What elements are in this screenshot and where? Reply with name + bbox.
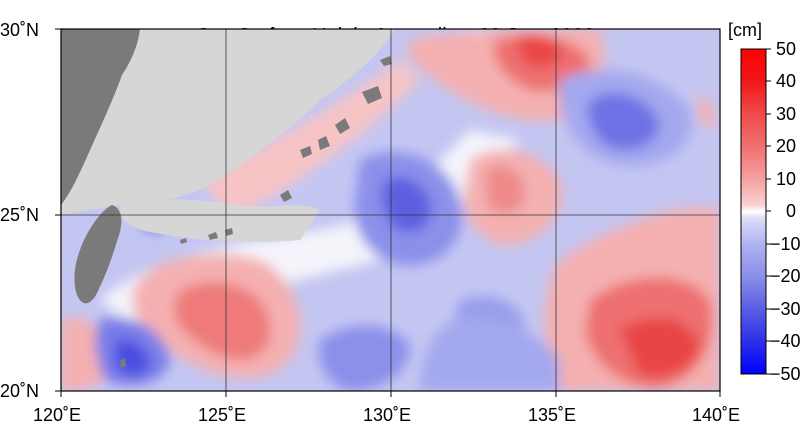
lon-label-135e: 135˚E (528, 405, 577, 425)
colorbar-label: −50 (770, 364, 801, 384)
colorbar-label: 20 (776, 136, 797, 156)
graticule (61, 29, 720, 391)
lat-label-25n: 25˚N (0, 205, 40, 225)
colorbar-label: 50 (776, 39, 797, 59)
map-frame-ticks (55, 28, 721, 397)
lon-label-140e: 140˚E (692, 405, 741, 425)
map-field (61, 29, 720, 391)
ryukyu-islands (120, 56, 392, 368)
colorbar-label: −40 (770, 331, 801, 351)
lon-label-125e: 125˚E (198, 405, 247, 425)
colorbar (740, 48, 771, 375)
anomaly-blobs (61, 29, 720, 391)
colorbar-gradient (740, 48, 767, 375)
lon-label-130e: 130˚E (363, 405, 412, 425)
no-data-shelf (61, 29, 395, 215)
colorbar-label: −20 (770, 266, 801, 286)
lat-label-30n: 30˚N (0, 20, 40, 40)
colorbar-label: 0 (786, 201, 797, 221)
land-taiwan (74, 205, 122, 304)
colorbar-unit: [cm] (728, 20, 762, 40)
colorbar-label: 40 (776, 71, 797, 91)
no-data-shelf-east (119, 199, 320, 243)
colorbar-label: −30 (770, 299, 801, 319)
lon-label-120e: 120˚E (33, 405, 82, 425)
lat-label-20n: 20˚N (0, 381, 40, 401)
colorbar-label: −10 (770, 234, 801, 254)
land-mainland (61, 29, 140, 205)
colorbar-label: 10 (776, 169, 797, 189)
colorbar-label: 30 (776, 104, 797, 124)
